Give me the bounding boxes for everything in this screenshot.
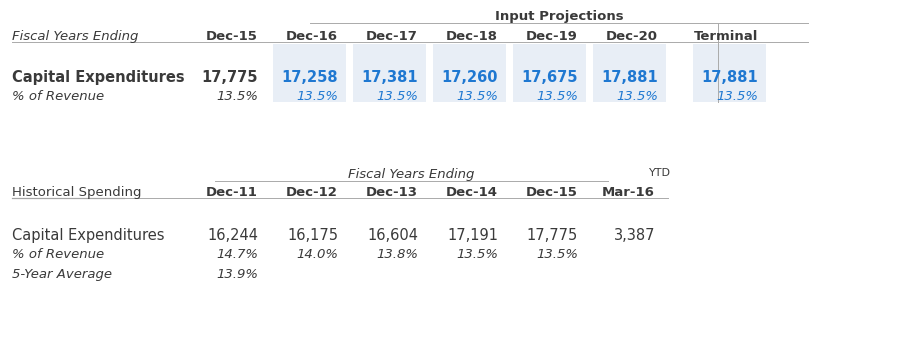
Text: 16,604: 16,604 [367, 228, 418, 243]
Bar [593, 44, 666, 102]
Text: Dec-20: Dec-20 [606, 30, 658, 43]
Text: Dec-19: Dec-19 [526, 30, 578, 43]
Text: Dec-18: Dec-18 [446, 30, 498, 43]
Text: 13.5%: 13.5% [376, 90, 418, 103]
Text: 14.0%: 14.0% [296, 248, 338, 261]
Text: 13.8%: 13.8% [376, 248, 418, 261]
Text: Mar-16: Mar-16 [602, 186, 655, 199]
Text: 17,675: 17,675 [521, 70, 578, 85]
Text: 17,881: 17,881 [701, 70, 758, 85]
Bar [273, 44, 346, 102]
Text: 13.5%: 13.5% [536, 90, 578, 103]
Bar [693, 44, 766, 102]
Text: Historical Spending: Historical Spending [12, 186, 141, 199]
Text: Dec-13: Dec-13 [366, 186, 418, 199]
Text: % of Revenue: % of Revenue [12, 248, 104, 261]
Text: Dec-16: Dec-16 [286, 30, 338, 43]
Text: Input Projections: Input Projections [494, 10, 623, 23]
Text: 13.5%: 13.5% [216, 90, 258, 103]
Text: Capital Expenditures: Capital Expenditures [12, 228, 165, 243]
Bar [353, 44, 426, 102]
Text: 16,175: 16,175 [287, 228, 338, 243]
Text: 13.5%: 13.5% [616, 90, 658, 103]
Text: 17,775: 17,775 [527, 228, 578, 243]
Text: 3,387: 3,387 [613, 228, 655, 243]
Text: 13.9%: 13.9% [216, 268, 258, 281]
Text: Capital Expenditures: Capital Expenditures [12, 70, 184, 85]
Text: Dec-14: Dec-14 [446, 186, 498, 199]
Text: 17,258: 17,258 [281, 70, 338, 85]
Text: 17,191: 17,191 [447, 228, 498, 243]
Text: Fiscal Years Ending: Fiscal Years Ending [348, 168, 475, 181]
Text: 13.5%: 13.5% [716, 90, 758, 103]
Text: Terminal: Terminal [694, 30, 758, 43]
Text: Dec-11: Dec-11 [206, 186, 258, 199]
Text: 17,260: 17,260 [441, 70, 498, 85]
Text: YTD: YTD [649, 168, 671, 178]
Text: 13.5%: 13.5% [536, 248, 578, 261]
Bar [513, 44, 586, 102]
Text: 13.5%: 13.5% [456, 90, 498, 103]
Text: 5-Year Average: 5-Year Average [12, 268, 112, 281]
Text: Dec-12: Dec-12 [286, 186, 338, 199]
Text: 13.5%: 13.5% [296, 90, 338, 103]
Text: Dec-15: Dec-15 [526, 186, 578, 199]
Text: Dec-17: Dec-17 [366, 30, 418, 43]
Text: 17,775: 17,775 [201, 70, 258, 85]
Bar [433, 44, 506, 102]
Text: Dec-15: Dec-15 [206, 30, 258, 43]
Text: % of Revenue: % of Revenue [12, 90, 104, 103]
Text: 16,244: 16,244 [207, 228, 258, 243]
Text: 17,381: 17,381 [361, 70, 418, 85]
Text: Fiscal Years Ending: Fiscal Years Ending [12, 30, 138, 43]
Text: 14.7%: 14.7% [216, 248, 258, 261]
Text: 17,881: 17,881 [601, 70, 658, 85]
Text: 13.5%: 13.5% [456, 248, 498, 261]
